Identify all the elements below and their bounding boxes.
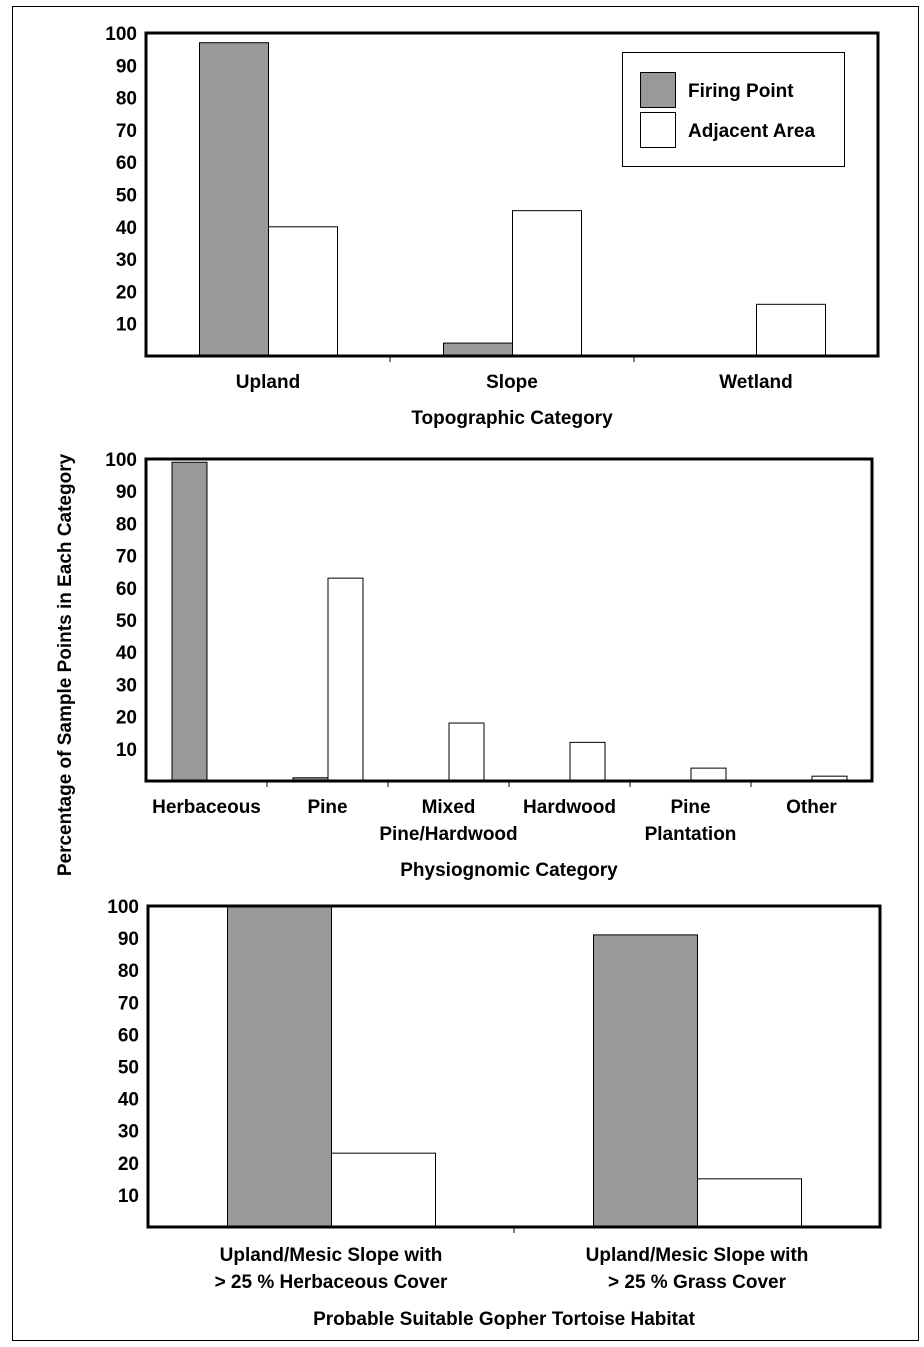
bar-adjacent-area bbox=[268, 226, 338, 357]
y-tick-label: 100 bbox=[105, 450, 137, 471]
chart-2: 10 20 30 40 50 60 70 80 90 100 Herbaceous Pine Mixed… bbox=[105, 450, 874, 881]
y-tick-label: 70 bbox=[116, 547, 137, 568]
y-axis-label: Percentage of Sample Points in Each Cate… bbox=[55, 453, 76, 876]
y-tick-label: 80 bbox=[118, 961, 139, 982]
y-tick-label: 30 bbox=[116, 250, 137, 271]
bar-firing-point bbox=[227, 905, 332, 1228]
category-label: Mixed bbox=[422, 797, 476, 818]
y-tick-label: 90 bbox=[116, 56, 137, 77]
bar-adjacent-area bbox=[331, 1152, 436, 1228]
chart-1: 10 20 30 40 50 60 70 80 90 100 Upland Slope Wetland T… bbox=[105, 24, 880, 429]
x-axis-title: Topographic Category bbox=[411, 408, 613, 429]
legend-swatch bbox=[640, 72, 676, 108]
category-label: > 25 % Herbaceous Cover bbox=[215, 1272, 448, 1293]
category-label: Hardwood bbox=[523, 797, 616, 818]
y-tick-label: 60 bbox=[116, 579, 137, 600]
bar-adjacent-area bbox=[327, 577, 364, 782]
legend-label: Firing Point bbox=[688, 81, 794, 102]
category-label: Plantation bbox=[645, 824, 737, 845]
category-label: Wetland bbox=[719, 372, 793, 393]
category-label: Upland bbox=[236, 372, 300, 393]
y-tick-label: 20 bbox=[116, 708, 137, 729]
plot-area-frame bbox=[144, 31, 880, 358]
chart-3: 10 20 30 40 50 60 70 80 90 100 Upland/Mesic Slope … bbox=[107, 897, 882, 1330]
x-axis-title: Physiognomic Category bbox=[400, 860, 618, 881]
legend-swatch bbox=[640, 112, 676, 148]
bar-adjacent-area bbox=[569, 741, 606, 782]
y-tick-label: 10 bbox=[116, 740, 137, 761]
bar-firing-point bbox=[593, 934, 698, 1228]
y-tick-label: 80 bbox=[116, 89, 137, 110]
plot-area-frame bbox=[144, 457, 874, 783]
category-label: Herbaceous bbox=[152, 797, 261, 818]
y-tick-label: 80 bbox=[116, 514, 137, 535]
y-tick-label: 50 bbox=[116, 611, 137, 632]
bar-firing-point bbox=[443, 342, 513, 357]
category-label: Other bbox=[786, 797, 837, 818]
y-tick-label: 70 bbox=[116, 121, 137, 142]
y-tick-label: 90 bbox=[118, 929, 139, 950]
bar-adjacent-area bbox=[512, 210, 582, 357]
bar-firing-point bbox=[171, 461, 208, 782]
x-axis-title: Probable Suitable Gopher Tortoise Habita… bbox=[313, 1309, 695, 1330]
bar-adjacent-area bbox=[756, 303, 826, 357]
y-tick-label: 40 bbox=[116, 643, 137, 664]
y-tick-label: 50 bbox=[116, 186, 137, 207]
y-tick-label: 40 bbox=[118, 1090, 139, 1111]
y-tick-label: 50 bbox=[118, 1058, 139, 1079]
figure-border bbox=[12, 6, 919, 1341]
y-tick-label: 100 bbox=[107, 897, 139, 918]
legend-box bbox=[622, 52, 845, 167]
y-tick-label: 20 bbox=[118, 1154, 139, 1175]
bar-firing-point bbox=[199, 42, 269, 357]
y-tick-label: 40 bbox=[116, 218, 137, 239]
category-label: Pine/Hardwood bbox=[379, 824, 517, 845]
category-label: > 25 % Grass Cover bbox=[608, 1272, 787, 1293]
category-label: Slope bbox=[486, 372, 538, 393]
bar-adjacent-area bbox=[448, 722, 485, 782]
y-tick-label: 10 bbox=[118, 1186, 139, 1207]
legend: Firing Point Adjacent Area bbox=[622, 52, 845, 167]
bar-adjacent-area bbox=[697, 1178, 802, 1228]
y-tick-label: 30 bbox=[116, 675, 137, 696]
y-tick-label: 60 bbox=[116, 153, 137, 174]
legend-label: Adjacent Area bbox=[688, 121, 815, 142]
y-tick-label: 90 bbox=[116, 482, 137, 503]
bar-adjacent-area bbox=[690, 767, 727, 782]
category-label: Upland/Mesic Slope with bbox=[220, 1245, 443, 1266]
y-tick-label: 10 bbox=[116, 315, 137, 336]
category-label: Pine bbox=[307, 797, 347, 818]
y-tick-label: 20 bbox=[116, 282, 137, 303]
plot-area-frame bbox=[146, 904, 882, 1229]
y-tick-label: 30 bbox=[118, 1122, 139, 1143]
category-label: Upland/Mesic Slope with bbox=[586, 1245, 809, 1266]
y-tick-label: 100 bbox=[105, 24, 137, 45]
category-label: Pine bbox=[670, 797, 710, 818]
y-tick-label: 60 bbox=[118, 1025, 139, 1046]
y-tick-label: 70 bbox=[118, 993, 139, 1014]
